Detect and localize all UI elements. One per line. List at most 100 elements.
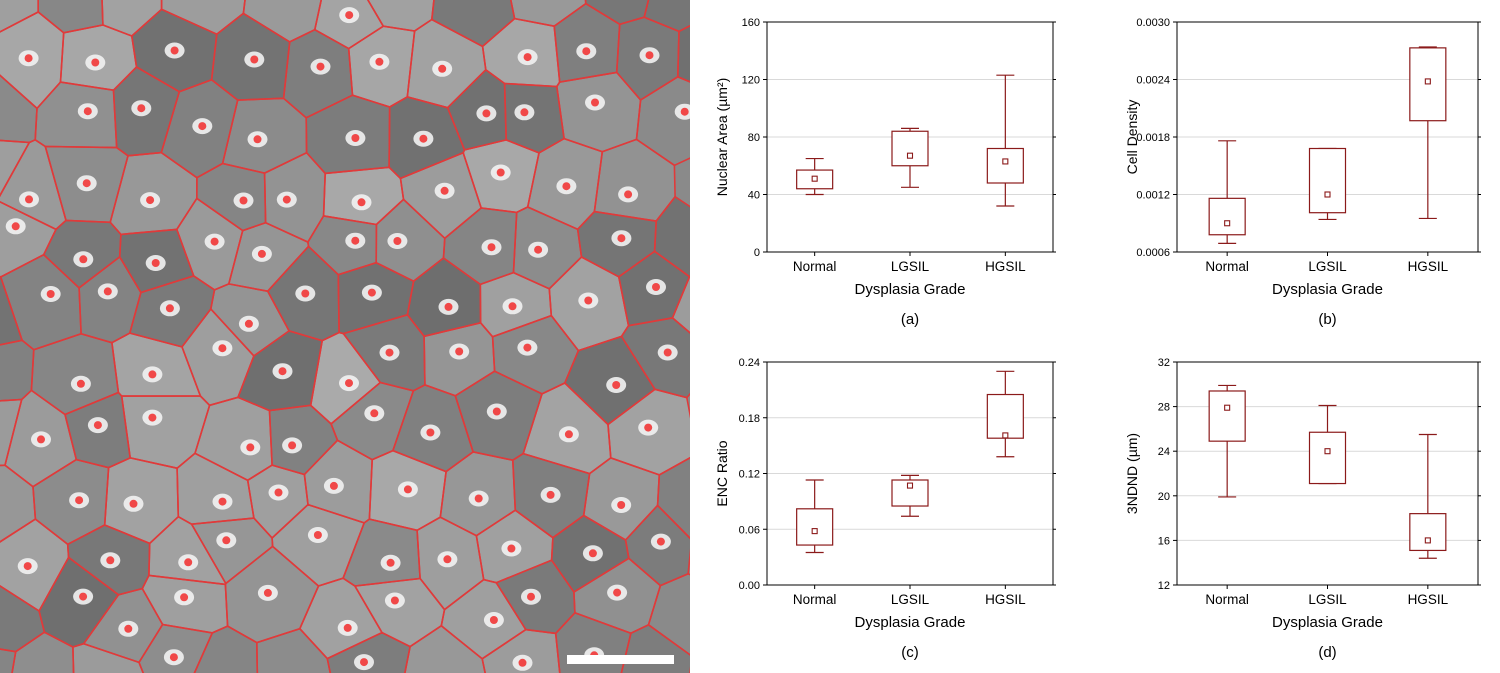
box-lgsil [891,474,929,517]
box-iqr [1308,431,1347,485]
nucleus-marker [617,501,626,509]
nucleus-marker [617,234,626,243]
microscopy-image [0,0,690,673]
nucleus-marker [419,134,428,143]
box-normal [796,479,834,554]
chart-a: 0 40 80 120 160 Normal LGSIL HGSIL Dysplasia Gra… [714,17,1056,328]
cell-region [354,578,445,647]
box-normal [1208,140,1246,244]
nucleus-marker [343,623,352,632]
cell-region [35,82,117,148]
nucleus-marker [345,11,354,20]
nucleus-marker [106,556,115,565]
cell-region [0,254,82,350]
cell-region [407,258,481,337]
cell-region [441,579,526,659]
x-tick-label: Normal [1205,592,1249,607]
box-normal [1208,384,1246,498]
nucleus-marker [385,348,394,357]
cell-region [554,3,620,83]
nucleus-marker [148,413,157,422]
median-marker [1424,78,1431,85]
x-axis-title: Dysplasia Grade [855,614,966,631]
median-marker [1224,220,1231,227]
cell-region [307,215,377,275]
x-axis-title: Dysplasia Grade [1272,614,1383,631]
nucleus-marker [288,441,297,450]
nucleus-marker [25,195,33,204]
median-marker [906,482,914,489]
nucleus-marker [546,490,555,499]
nucleus-marker [360,658,368,667]
x-tick-label: LGSIL [891,259,930,274]
nucleus-marker [278,367,287,376]
x-tick-label: HGSIL [1408,259,1449,274]
cell-region [0,75,37,143]
y-tick-label: 16 [1158,535,1170,547]
cell-region [0,649,16,673]
box-iqr [1308,147,1347,214]
nucleus-marker [313,531,322,539]
nucleus-marker [507,544,516,553]
nucleus-marker [390,596,399,605]
y-tick-label: 0.00 [739,580,760,592]
cell-region [195,397,273,481]
cell-region [0,340,34,401]
nucleus-marker [210,237,219,246]
y-tick-label: 24 [1158,446,1170,458]
nucleus-marker [218,344,227,353]
box-iqr [1208,390,1246,442]
nucleus-marker [222,536,231,545]
nucleus-marker [79,255,88,264]
nucleus-marker [624,190,633,199]
nucleus-marker [518,658,527,667]
nucleus-marker [443,555,452,564]
y-tick-label: 40 [748,190,760,202]
nucleus-marker [386,558,395,567]
y-tick-label: 0.0012 [1136,190,1170,202]
y-tick-label: 12 [1158,580,1170,592]
nucleus-marker [474,494,483,503]
y-tick-label: 0.18 [739,413,760,425]
nucleus-marker [656,537,665,546]
y-tick-label: 0.06 [739,524,760,536]
cell-region [492,315,579,394]
nucleus-marker [403,485,412,494]
nucleus-marker [523,53,532,62]
median-marker [1002,432,1009,439]
nucleus-marker [37,435,45,444]
nucleus-marker [75,496,84,505]
nucleus-marker [169,653,178,662]
cell-border [620,623,690,673]
y-tick-label: 0.0030 [1136,17,1170,29]
nucleus-marker [489,616,498,624]
nucleus-marker [250,55,259,64]
y-tick-label: 0.0018 [1136,132,1170,144]
nucleus-marker [444,302,453,311]
cell-region [343,519,421,586]
nucleus-marker [584,296,593,305]
cell-region [191,518,273,584]
cell-region [0,465,36,542]
cell-region [12,632,74,673]
cell-region [196,163,266,231]
cell-region [636,76,690,166]
cell-region [139,624,213,673]
cell-region [247,465,308,538]
nucleus-marker [588,549,597,558]
cell-region [657,457,690,539]
nucleus-marker [527,592,535,601]
nucleus-marker [534,245,543,254]
nucleus-marker [151,259,160,267]
nucleus-marker [239,196,248,205]
cell-region [79,256,141,343]
box-iqr [796,508,834,546]
box-iqr [1409,513,1447,552]
y-tick-label: 0.0006 [1136,247,1170,259]
median-marker [1002,158,1009,165]
nucleus-marker [562,182,571,191]
nucleus-marker [124,624,133,633]
nucleus-marker [351,236,360,245]
nucleus-marker [645,51,654,60]
nucleus-marker [148,370,157,379]
